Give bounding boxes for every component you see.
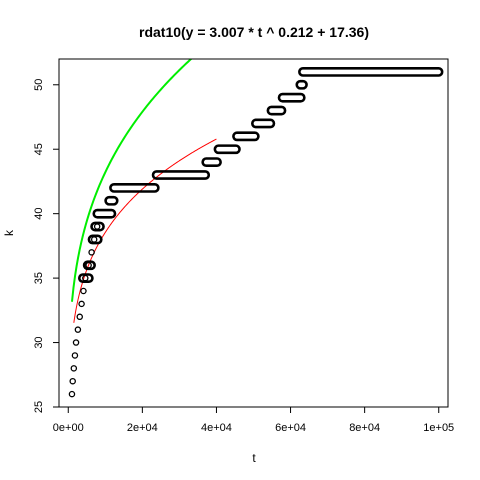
data-point	[72, 339, 80, 346]
data-point-run	[78, 273, 94, 284]
data-point	[82, 274, 89, 282]
data-point	[78, 300, 85, 308]
data-point-run	[90, 221, 105, 232]
x-axis-label: t	[252, 451, 256, 465]
data-point-run	[104, 195, 119, 206]
data-point-run	[82, 260, 96, 271]
data-point	[71, 352, 79, 359]
data-point-run	[87, 234, 103, 245]
data-point-run	[295, 79, 308, 90]
x-tick-label: 6e+04	[275, 422, 306, 434]
plot-frame	[58, 58, 449, 408]
y-axis-label: k	[2, 229, 16, 236]
data-point	[74, 326, 82, 333]
y-tick-label: 45	[33, 143, 45, 155]
x-tick-label: 0e+00	[53, 422, 84, 434]
y-tick-label: 25	[33, 401, 45, 413]
data-point-run	[109, 182, 160, 193]
plot-area	[68, 59, 444, 398]
x-tick-label: 8e+04	[349, 422, 380, 434]
data-point-run	[298, 66, 444, 77]
data-point	[93, 223, 101, 230]
y-tick-label: 30	[33, 336, 45, 348]
x-tick-label: 1e+05	[423, 422, 454, 434]
y-tick-label: 50	[33, 79, 45, 91]
data-point-run	[151, 170, 211, 180]
chart-title: rdat10(y = 3.007 * t ^ 0.212 + 17.36)	[139, 24, 369, 40]
data-point-run	[213, 144, 241, 155]
data-point	[85, 261, 92, 269]
x-axis: 0e+00 2e+04 4e+04 6e+04 8e+04 1e+05	[53, 406, 454, 434]
fit-curve-2	[70, 59, 193, 302]
x-tick-label: 2e+04	[127, 422, 158, 434]
data-point-run	[266, 105, 287, 116]
x-tick-label: 4e+04	[201, 422, 232, 434]
fit-curve-1	[73, 138, 217, 323]
data-point	[69, 377, 76, 385]
data-point	[70, 365, 78, 372]
data-point	[88, 249, 95, 256]
data-point	[80, 287, 87, 295]
data-point	[76, 313, 83, 321]
data-point-run	[201, 157, 222, 168]
y-axis: 25 30 35 40 45 50	[33, 79, 60, 413]
data-point	[90, 236, 98, 243]
y-tick-label: 35	[33, 272, 45, 284]
data-point-run	[232, 131, 260, 142]
data-point-run	[277, 92, 306, 103]
data-point	[68, 390, 76, 398]
y-tick-label: 40	[33, 208, 45, 220]
data-point-run	[92, 208, 117, 219]
data-point-run	[251, 118, 276, 129]
